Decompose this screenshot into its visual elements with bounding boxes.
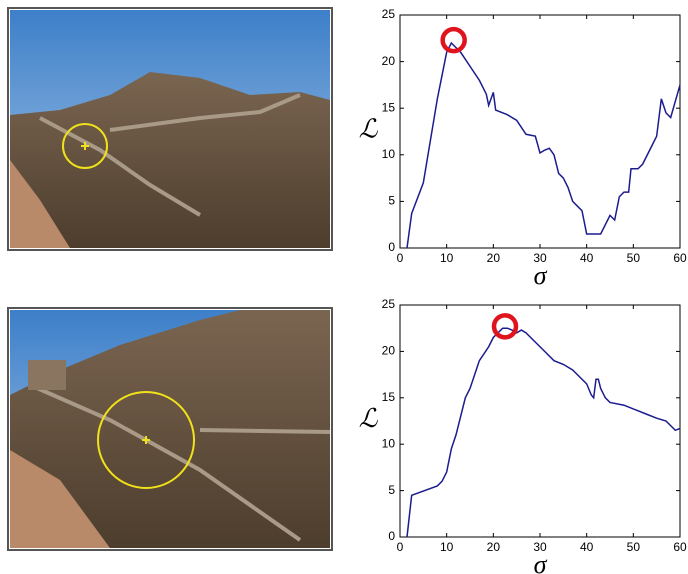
x-tick-label: 20 (487, 540, 501, 554)
y-tick-label: 10 (382, 147, 396, 161)
x-tick-label: 50 (627, 540, 641, 554)
x-tick-label: 0 (397, 540, 404, 554)
y-tick-label: 5 (388, 483, 395, 497)
x-tick-label: 10 (440, 540, 454, 554)
x-tick-label: 60 (673, 540, 687, 554)
x-tick-label: 50 (627, 251, 641, 265)
y-tick-label: 15 (382, 390, 396, 404)
x-tick-label: 0 (397, 251, 404, 265)
y-tick-label: 0 (388, 240, 395, 254)
y-tick-label: 20 (382, 344, 396, 358)
series-line (407, 328, 680, 537)
y-axis-label: ℒ (359, 404, 379, 433)
photo-top (8, 8, 332, 250)
y-tick-label: 5 (388, 194, 395, 208)
plot-frame (400, 305, 680, 537)
x-tick-label: 40 (580, 251, 594, 265)
y-tick-label: 25 (382, 7, 396, 21)
y-tick-label: 0 (388, 529, 395, 543)
x-tick-label: 20 (487, 251, 501, 265)
peak-highlight (443, 29, 465, 51)
plot-frame (400, 15, 680, 248)
photo-bottom (8, 308, 332, 550)
x-axis-label: σ (534, 550, 548, 574)
y-tick-label: 20 (382, 54, 396, 68)
x-tick-label: 40 (580, 540, 594, 554)
peak-highlight (494, 315, 516, 337)
y-tick-label: 10 (382, 436, 396, 450)
y-tick-label: 15 (382, 100, 396, 114)
x-tick-label: 60 (673, 251, 687, 265)
y-tick-label: 25 (382, 297, 396, 311)
x-tick-label: 10 (440, 251, 454, 265)
figure: 01020304050600510152025σℒ010203040506005… (0, 0, 688, 574)
y-axis-label: ℒ (359, 114, 379, 143)
x-axis-label: σ (534, 261, 548, 290)
series-line (407, 43, 680, 248)
